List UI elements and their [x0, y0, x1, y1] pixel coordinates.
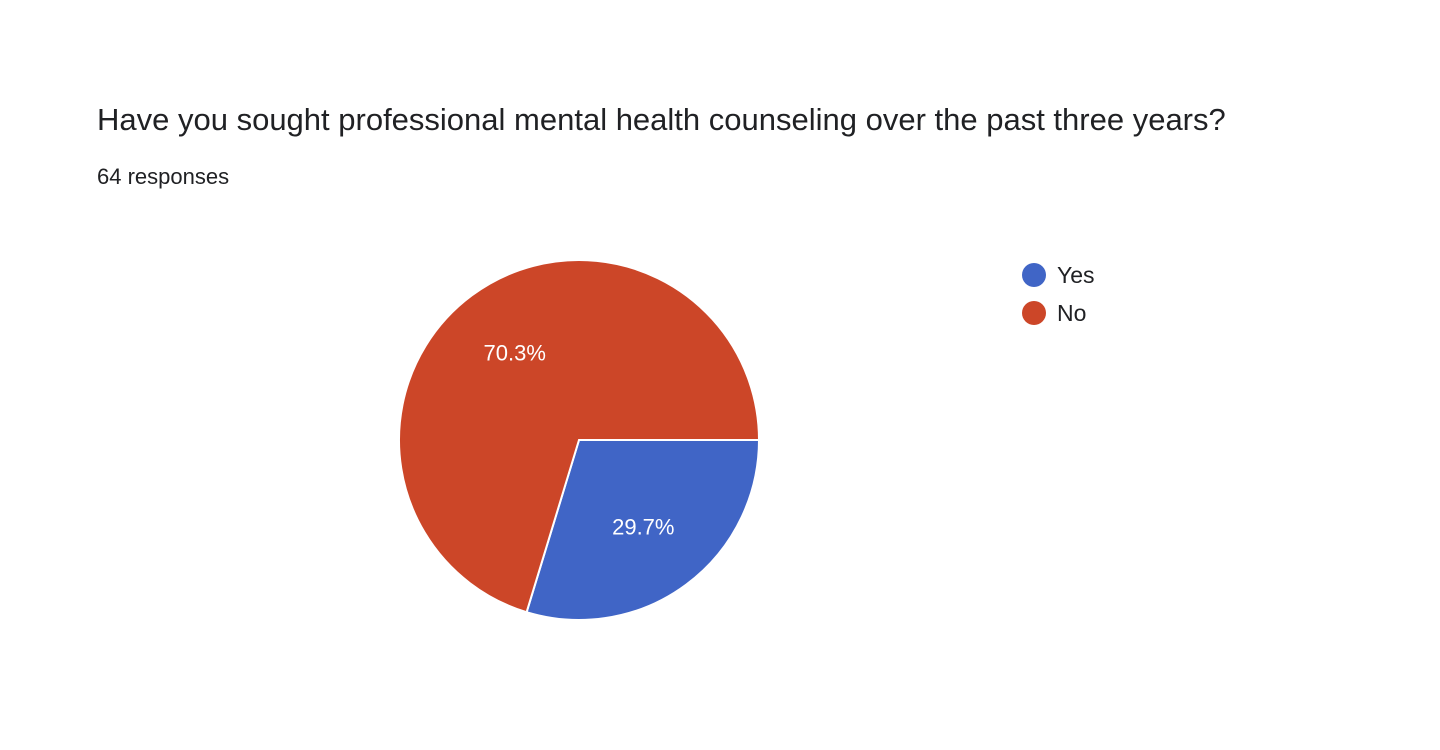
pie-slices	[398, 259, 761, 621]
legend-item-no[interactable]: No	[1022, 294, 1095, 332]
legend-item-yes[interactable]: Yes	[1022, 256, 1095, 294]
pie-labels: 29.7% 70.3%	[484, 341, 675, 540]
pie-label-no: 70.3%	[484, 341, 546, 366]
question-title: Have you sought professional mental heal…	[97, 102, 1226, 137]
legend-swatch-no	[1022, 301, 1046, 325]
pie-label-yes: 29.7%	[612, 514, 674, 539]
legend: Yes No	[1022, 256, 1095, 332]
legend-swatch-yes	[1022, 263, 1046, 287]
response-count: 64 responses	[97, 164, 230, 189]
pie-slice-yes[interactable]	[525, 439, 761, 621]
pie-slice-no[interactable]	[398, 259, 761, 614]
legend-label-yes: Yes	[1057, 262, 1095, 288]
legend-label-no: No	[1057, 300, 1087, 326]
